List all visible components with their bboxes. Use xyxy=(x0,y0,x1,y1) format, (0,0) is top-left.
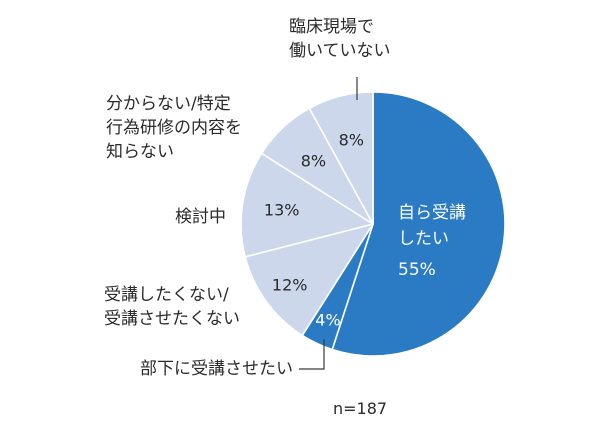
pie-slice-4 xyxy=(240,152,374,258)
slice-value-5: 8% xyxy=(301,152,326,171)
slice-label-1-line-1: 自ら受講 xyxy=(398,203,466,223)
slice-label-1-line-2: したい xyxy=(398,229,449,249)
slice-label-4-line-1: 検討中 xyxy=(175,207,226,227)
leader-lines xyxy=(299,77,358,370)
slice-label-6-line-1: 臨床現場で xyxy=(289,17,374,37)
slice-label-5-line-1: 分からない/特定 xyxy=(106,94,231,114)
sample-size-note: n=187 xyxy=(333,399,387,418)
slice-value-1: 55% xyxy=(398,260,436,280)
slice-value-6: 8% xyxy=(339,131,364,150)
slice-label-5-line-3: 知らない xyxy=(106,142,174,162)
slice-label-3-line-2: 受講させたくない xyxy=(104,309,240,329)
slice-value-2: 4% xyxy=(315,311,340,330)
slice-label-3-line-1: 受講したくない/ xyxy=(104,285,229,305)
pie-slice-6 xyxy=(308,91,374,225)
pie-slice-3 xyxy=(244,223,374,337)
slice-value-3: 12% xyxy=(272,276,308,295)
slice-value-4: 13% xyxy=(264,201,300,220)
slice-label-6-line-2: 働いていない xyxy=(289,41,391,61)
slice-label-2-line-1: 部下に受講させたい xyxy=(140,359,293,379)
slice-label-5-line-2: 行為研修の内容を xyxy=(106,118,242,138)
leader-line-2 xyxy=(299,339,325,370)
pie-slice-1 xyxy=(331,91,506,357)
pie-slices xyxy=(240,91,506,357)
